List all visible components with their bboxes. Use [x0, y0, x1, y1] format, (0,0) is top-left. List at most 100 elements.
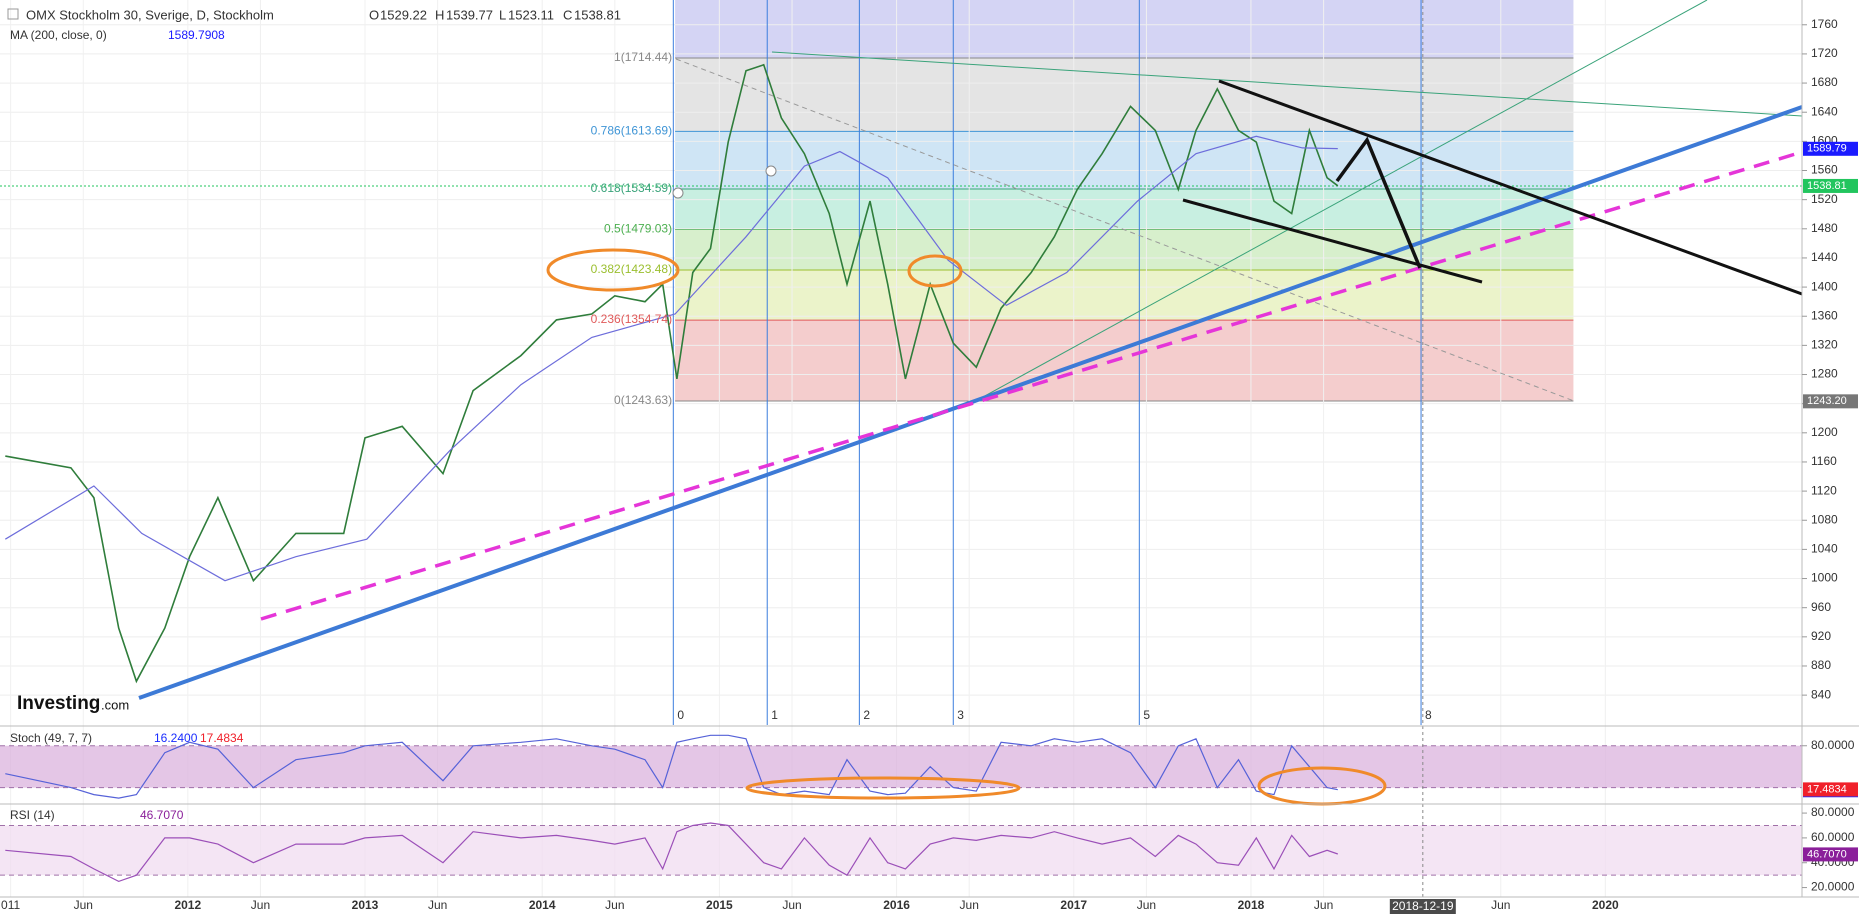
- x-tick-label: Jun: [428, 898, 447, 912]
- x-tick-label: 2018: [1238, 898, 1265, 912]
- ohlc-label: O: [369, 7, 379, 22]
- x-tick-label: 2012: [174, 898, 201, 912]
- trendline: [1218, 79, 1803, 296]
- background-layer: [0, 0, 1802, 897]
- ohlc-value: 1539.77: [446, 7, 493, 22]
- labels: OMX Stockholm 30, Sverige, D, Stockholm …: [7, 7, 1432, 822]
- y-tick-label: 920: [1811, 629, 1831, 643]
- indicator-value: 1589.7908: [168, 28, 225, 42]
- fib-label: 0.236(1354.74): [591, 312, 672, 326]
- cycle-label: 1: [771, 708, 778, 722]
- logo: .com: [101, 697, 129, 712]
- series-line: [4, 135, 1338, 582]
- y-tick-label: 1160: [1811, 454, 1837, 468]
- x-tick-label: Jun: [960, 898, 979, 912]
- y-tick-label: 60.0000: [1811, 830, 1855, 844]
- cycle-label: 8: [1425, 708, 1432, 722]
- logo: Investing: [17, 693, 100, 714]
- indicator-name: Stoch (49, 7, 7): [10, 731, 92, 745]
- x-tick-label: Jun: [782, 898, 801, 912]
- y-tick-label: 1680: [1811, 75, 1838, 89]
- x-tick-label: 011: [1, 898, 20, 912]
- highlight-ellipse: [745, 776, 1021, 800]
- fib-label: 0.786(1613.69): [591, 124, 672, 138]
- y-tick-label: 1560: [1811, 163, 1838, 177]
- x-tick-label: Jun: [251, 898, 270, 912]
- y-tick-label: 1280: [1811, 367, 1838, 381]
- y-tick-label: 1520: [1811, 192, 1838, 206]
- fib-band: [675, 320, 1574, 402]
- fib-label: 0(1243.63): [614, 393, 672, 407]
- price-badge-label: 46.7070: [1807, 848, 1847, 860]
- y-tick-label: 1480: [1811, 221, 1838, 235]
- y-tick-label: 1120: [1811, 483, 1837, 497]
- y-tick-label: 1080: [1811, 512, 1838, 526]
- icon: [7, 8, 19, 20]
- band: [0, 745, 1802, 788]
- trendline: [675, 58, 1575, 402]
- series-line: [5, 822, 1338, 883]
- fib-band: [675, 189, 1574, 230]
- y-tick-label: 80.0000: [1811, 805, 1855, 819]
- ohlc-label: L: [499, 7, 506, 22]
- y-tick-label: 1040: [1811, 542, 1838, 556]
- indicator-value: 16.2400: [154, 731, 198, 745]
- highlight-ellipse: [907, 254, 963, 288]
- trendline: [771, 51, 1803, 117]
- fib-band: [675, 57, 1574, 132]
- y-tick-label: 1360: [1811, 308, 1838, 322]
- trendline: [260, 150, 1803, 621]
- y-tick-label: 960: [1811, 600, 1831, 614]
- y-tick-label: 1200: [1811, 425, 1838, 439]
- y-tick-label: 1440: [1811, 250, 1838, 264]
- ohlc-label: C: [563, 7, 572, 22]
- y-tick-label: 1000: [1811, 571, 1838, 585]
- x-tick-label: 2017: [1060, 898, 1087, 912]
- x-tick-label: Jun: [74, 898, 93, 912]
- ohlc-value: 1538.81: [574, 7, 621, 22]
- y-tick-label: 1760: [1811, 17, 1838, 31]
- cycle-label: 0: [677, 708, 684, 722]
- y-tick-label: 80.0000: [1811, 738, 1855, 752]
- cycle-label: 3: [957, 708, 964, 722]
- x-tick-label: 2014: [529, 898, 556, 912]
- trendline: [971, 0, 1708, 404]
- indicator-value: 17.4834: [200, 731, 244, 745]
- x-tick-label: 2020: [1592, 898, 1619, 912]
- indicator-name: RSI (14): [10, 808, 55, 822]
- fib-label: 0.382(1423.48): [591, 262, 672, 276]
- crosshair-box: [1389, 899, 1456, 914]
- y-tick-label: 1320: [1811, 338, 1838, 352]
- chart-title: OMX Stockholm 30, Sverige, D, Stockholm: [26, 7, 274, 22]
- ohlc-value: 1523.11: [508, 7, 554, 22]
- y-tick-label: 1400: [1811, 279, 1838, 293]
- ohlc-label: H: [435, 7, 444, 22]
- x-tick-label: Jun: [1314, 898, 1333, 912]
- ohlc-value: 1529.22: [380, 7, 427, 22]
- series-layer: [0, 0, 1802, 897]
- indicator-name: MA (200, close, 0): [10, 28, 107, 42]
- y-tick-label: 880: [1811, 658, 1831, 672]
- y-tick-label: 1640: [1811, 104, 1838, 118]
- price-badge: [1803, 141, 1858, 156]
- x-tick-label: Jun: [605, 898, 624, 912]
- x-tick-label: 2016: [883, 898, 910, 912]
- x-tick-label: 2013: [352, 898, 379, 912]
- fib-band: [675, 269, 1574, 321]
- y-tick-label: 20.0000: [1811, 880, 1855, 894]
- price-badge-label: 1243.20: [1807, 395, 1847, 407]
- series-line: [5, 63, 1339, 684]
- price-badge-label: 1538.81: [1807, 180, 1847, 192]
- cycle-label: 5: [1143, 708, 1150, 722]
- fib-label: 1(1714.44): [614, 50, 672, 64]
- price-badge: [1803, 847, 1858, 862]
- x-tick-label: 2015: [706, 898, 733, 912]
- x-tick-label: Jun: [1137, 898, 1156, 912]
- fib-label: 0.5(1479.03): [604, 222, 672, 236]
- trendline: [1182, 198, 1483, 284]
- price-badge: [1803, 782, 1858, 797]
- price-badge-label: 17.4834: [1807, 783, 1847, 795]
- indicator-value: 46.7070: [140, 808, 184, 822]
